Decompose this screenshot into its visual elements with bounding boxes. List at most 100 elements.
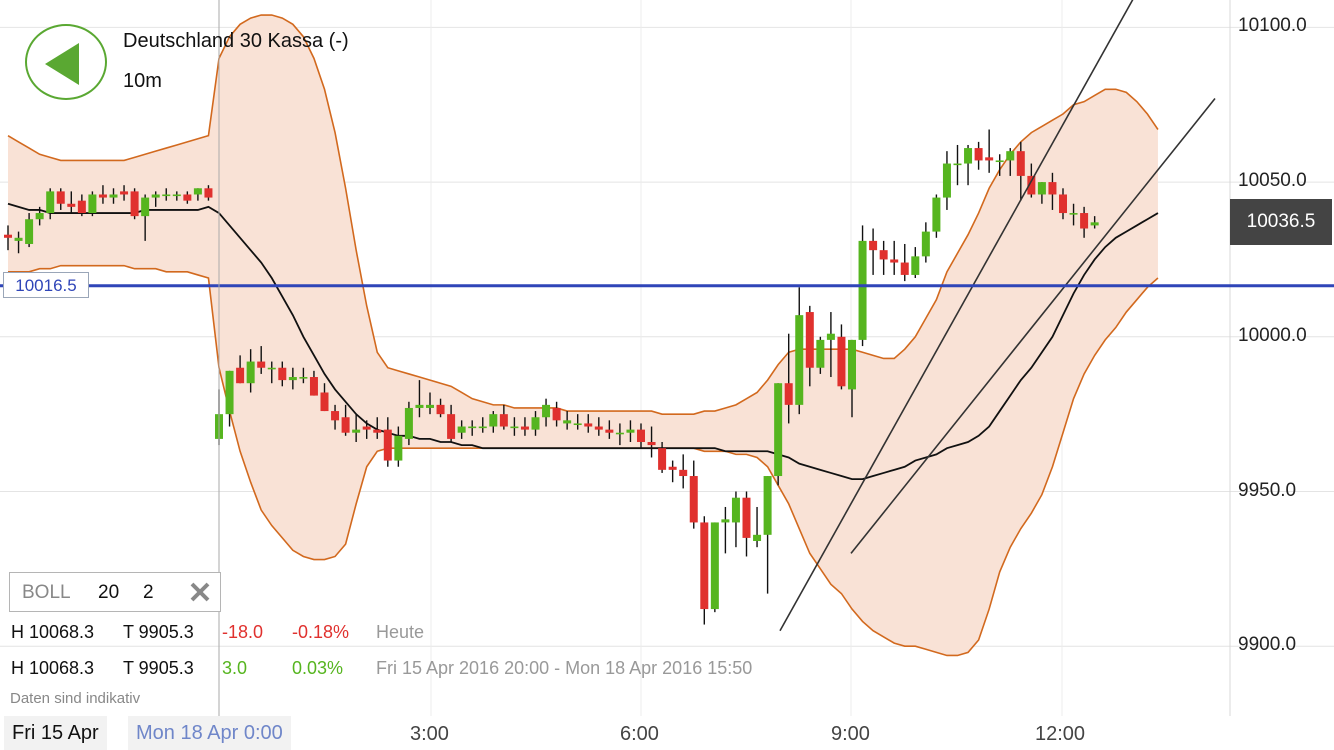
candle bbox=[784, 333, 793, 424]
candle-body bbox=[921, 231, 930, 257]
candle bbox=[774, 383, 783, 486]
candle-body bbox=[1069, 213, 1078, 215]
candle-body bbox=[457, 426, 466, 433]
candle-body bbox=[120, 191, 129, 195]
candle-body bbox=[309, 377, 318, 396]
candle bbox=[805, 305, 814, 387]
candle-body bbox=[869, 240, 878, 251]
candle-body bbox=[341, 417, 350, 433]
candle bbox=[953, 144, 962, 186]
candle bbox=[837, 324, 846, 390]
candle bbox=[510, 417, 519, 436]
candle-body bbox=[288, 377, 297, 381]
candle bbox=[795, 287, 804, 415]
candle bbox=[172, 191, 181, 201]
candle-body bbox=[520, 426, 529, 430]
candle-body bbox=[141, 197, 150, 217]
candle bbox=[668, 460, 677, 483]
candle-body bbox=[668, 466, 677, 470]
candle-body bbox=[689, 476, 698, 523]
candle bbox=[457, 420, 466, 439]
candle bbox=[489, 411, 498, 433]
candle bbox=[942, 151, 951, 210]
candle bbox=[731, 491, 740, 548]
candle-body bbox=[56, 191, 65, 204]
candle-body bbox=[246, 361, 255, 384]
day-label: Fri 15 Apr bbox=[4, 716, 107, 750]
candle-body bbox=[14, 237, 23, 241]
candle-body bbox=[974, 148, 983, 161]
candle-body bbox=[879, 250, 888, 260]
candle bbox=[309, 370, 318, 396]
candle-body bbox=[426, 404, 434, 408]
candle-body bbox=[953, 163, 962, 166]
candle-body bbox=[805, 312, 814, 368]
close-icon[interactable] bbox=[187, 579, 213, 605]
candle-body bbox=[584, 423, 593, 427]
bollinger-band bbox=[7, 14, 1159, 657]
candle bbox=[478, 417, 487, 433]
candle-body bbox=[964, 148, 973, 164]
price-tick: 9950.0 bbox=[1238, 479, 1297, 501]
candle-body bbox=[362, 426, 371, 430]
candle bbox=[531, 411, 540, 436]
candle bbox=[246, 349, 255, 393]
candle-body bbox=[890, 259, 899, 263]
candle bbox=[921, 222, 930, 263]
stat-change-pct: 0.03% bbox=[292, 658, 344, 678]
candle bbox=[151, 191, 160, 207]
candle-body bbox=[1080, 213, 1089, 229]
candle bbox=[278, 361, 287, 387]
stat-change-pct: -0.18% bbox=[292, 622, 350, 642]
candle-body bbox=[299, 377, 308, 379]
candle-body bbox=[468, 426, 477, 429]
candle-body bbox=[848, 339, 856, 390]
candle-body bbox=[383, 429, 392, 461]
candle-body bbox=[109, 194, 118, 198]
candle bbox=[25, 213, 34, 248]
stat-period: Heute bbox=[376, 622, 425, 642]
candle-body bbox=[172, 194, 181, 197]
candle-body bbox=[816, 339, 825, 368]
time-tick: 12:00 bbox=[1035, 723, 1086, 745]
indicator-name: BOLL bbox=[22, 582, 71, 603]
candle bbox=[404, 401, 413, 446]
horizontal-line-label[interactable]: 10016.5 bbox=[3, 272, 89, 298]
candle-body bbox=[499, 414, 508, 427]
stat-change: -18.0 bbox=[222, 622, 264, 642]
candle bbox=[109, 188, 118, 204]
candle bbox=[1037, 182, 1046, 204]
candle-body bbox=[1048, 182, 1057, 195]
candle bbox=[88, 191, 97, 217]
candle-body bbox=[225, 370, 234, 415]
indicator-deviation: 2 bbox=[143, 582, 154, 603]
interval-label[interactable]: 10m bbox=[123, 70, 162, 92]
candle bbox=[1016, 141, 1025, 201]
candle-body bbox=[763, 476, 772, 535]
candle bbox=[869, 228, 878, 275]
candle-body bbox=[721, 519, 730, 523]
price-chart[interactable] bbox=[0, 0, 1334, 716]
candle-body bbox=[826, 333, 835, 340]
candle-body bbox=[774, 383, 783, 477]
candle bbox=[426, 392, 434, 415]
candle bbox=[1090, 216, 1099, 229]
candle bbox=[816, 336, 825, 374]
back-button[interactable] bbox=[25, 24, 107, 100]
candle bbox=[1059, 188, 1067, 220]
candle bbox=[520, 417, 529, 436]
candle bbox=[1069, 203, 1078, 226]
candle bbox=[257, 346, 266, 374]
candle-body bbox=[837, 336, 846, 387]
candle bbox=[331, 404, 340, 430]
candle bbox=[689, 460, 698, 529]
candle bbox=[120, 185, 129, 201]
day-label: Mon 18 Apr 0:00 bbox=[128, 716, 291, 750]
candle-body bbox=[531, 417, 540, 430]
candle bbox=[67, 191, 76, 214]
stat-high: H 10068.3 bbox=[11, 622, 95, 642]
candle bbox=[130, 188, 139, 220]
candle bbox=[742, 491, 751, 557]
price-tick: 9900.0 bbox=[1238, 634, 1297, 656]
candle-body bbox=[995, 160, 1004, 163]
